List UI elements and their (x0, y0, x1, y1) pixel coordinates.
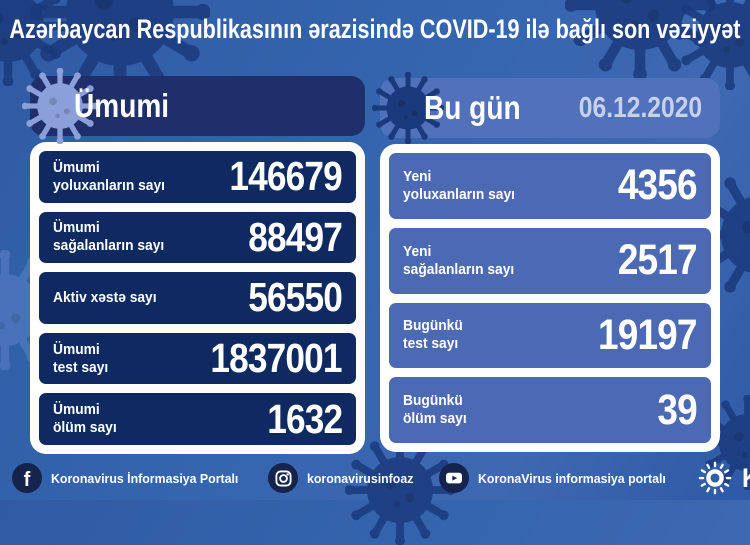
stat-row-new-recovered: Yeni sağalanların sayı 2517 (389, 227, 711, 294)
stat-value: 19197 (598, 310, 697, 359)
instagram-label: koronavirusinfoaz (307, 470, 414, 486)
stat-row-total-tests: Ümumi test sayı 1837001 (39, 332, 356, 385)
stat-value: 56550 (248, 274, 343, 321)
youtube-icon (439, 463, 470, 493)
stat-label: Aktiv xəstə sayı (53, 288, 157, 306)
youtube-label: KoronaVirus informasiya portalı (478, 470, 667, 486)
stat-label: Bugünkü ölüm sayı (403, 392, 467, 428)
stat-value: 146679 (229, 153, 342, 200)
stat-label: Ümumi yoluxanların sayı (53, 158, 165, 194)
today-panel: Bu gün 06.12.2020 Yeni yoluxanların sayı … (380, 78, 720, 452)
totals-panel: Ümumi Ümumi yoluxanların sayı 146679 Ümum… (30, 76, 365, 454)
stat-value: 88497 (248, 213, 343, 260)
stat-row-total-infected: Ümumi yoluxanların sayı 146679 (39, 151, 356, 203)
instagram-link[interactable]: koronavirusinfoaz (268, 463, 419, 493)
facebook-link[interactable]: f Koronavirus İnformasiya Portalı (12, 463, 248, 493)
stat-label: Yeni sağalanların sayı (403, 242, 515, 278)
stat-label: Yeni yoluxanların sayı (403, 167, 515, 203)
stat-value: 1837001 (210, 335, 343, 382)
stat-row-new-infected: Yeni yoluxanların sayı 4356 (389, 153, 711, 219)
virus-sun-icon (696, 459, 734, 497)
stat-row-total-recovered: Ümumi sağalanların sayı 88497 (39, 211, 356, 264)
stat-row-total-deaths: Ümumi ölüm sayı 1632 (39, 393, 356, 445)
stat-value: 2517 (618, 236, 698, 285)
page-title: Azərbaycan Respublikasının ərazisində CO… (9, 13, 741, 44)
stat-value: 4356 (618, 161, 698, 210)
totals-panel-title: Ümumi (74, 87, 170, 124)
today-panel-header: Bu gün 06.12.2020 (380, 78, 720, 138)
totals-panel-body: Ümumi yoluxanların sayı 146679 Ümumi sağal… (30, 142, 365, 454)
report-date: 06.12.2020 (578, 91, 702, 124)
totals-panel-header: Ümumi (30, 76, 365, 136)
stat-row-today-tests: Bugünkü test sayı 19197 (389, 302, 711, 369)
stat-value: 39 (657, 385, 698, 434)
today-panel-title: Bu gün (424, 89, 521, 126)
stat-label: Ümumi test sayı (53, 340, 109, 376)
stat-row-today-deaths: Bugünkü ölüm sayı 39 (389, 377, 711, 443)
header-bar: Azərbaycan Respublikasının ərazisində CO… (0, 0, 750, 58)
youtube-link[interactable]: KoronaVirus informasiya portalı (439, 463, 676, 493)
stat-label: Ümumi ölüm sayı (53, 401, 117, 437)
instagram-icon (268, 463, 299, 493)
stat-label: Ümumi sağalanların sayı (53, 219, 165, 255)
today-panel-body: Yeni yoluxanların sayı 4356 Yeni sağalanla… (380, 144, 720, 452)
stat-row-active-cases: Aktiv xəstə sayı 56550 (39, 272, 356, 324)
stat-label: Bugünkü test sayı (403, 317, 463, 353)
stat-value: 1632 (266, 395, 343, 442)
facebook-label: Koronavirus İnformasiya Portalı (51, 470, 239, 486)
facebook-icon: f (12, 463, 42, 493)
footer: f Koronavirus İnformasiya Portalı korona… (0, 456, 750, 500)
